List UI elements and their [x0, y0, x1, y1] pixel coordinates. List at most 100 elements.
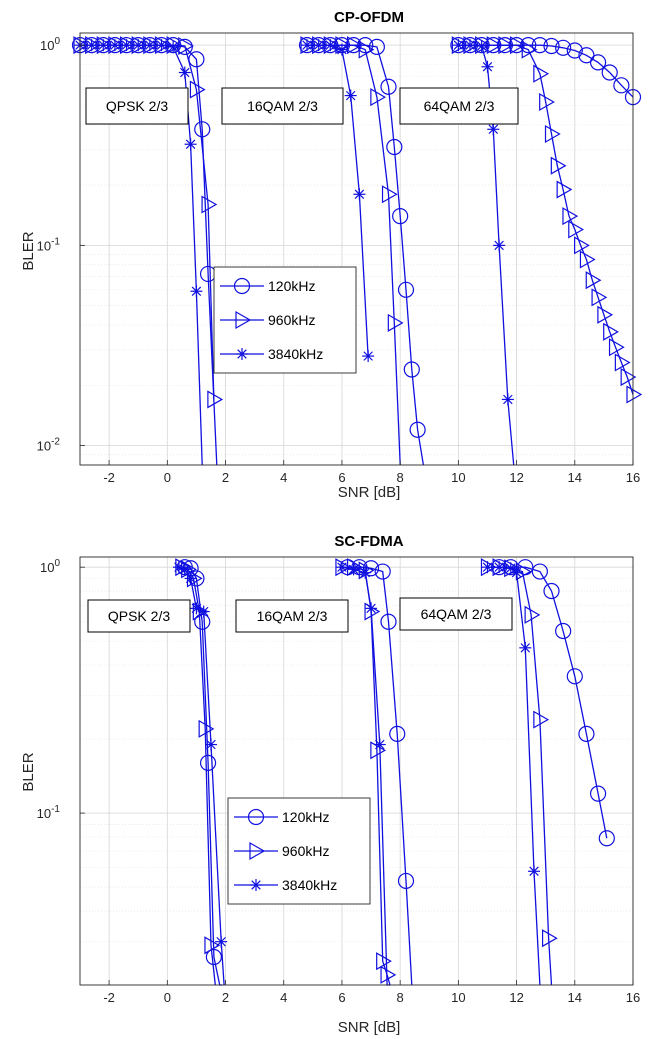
star-stroke — [180, 67, 190, 78]
y-tick-exponent: 0 — [54, 36, 60, 47]
star-stroke — [325, 40, 336, 50]
star-stroke — [482, 62, 493, 72]
star-stroke — [360, 567, 370, 578]
data-point-triangle — [201, 195, 218, 214]
annotation-frame — [221, 87, 344, 125]
star-stroke — [313, 40, 324, 50]
chart-sc-fdma: SC-FDMA BLER SNR [dB] -2 0 2 4 6 8 10 12 14 16 100… — [20, 533, 640, 1036]
x-tick-label: 8 — [397, 990, 404, 1005]
data-point-star — [178, 66, 191, 79]
data-point-star — [167, 40, 180, 53]
y-tick-label: 10-1 — [37, 804, 61, 821]
data-point-circle — [613, 77, 630, 94]
data-point-star — [324, 39, 337, 52]
series-960kHz-triangle — [451, 36, 643, 404]
data-point-star — [301, 39, 314, 52]
data-point-triangle — [380, 965, 397, 984]
annotation-box: 16QAM 2/3 — [235, 599, 349, 633]
data-point-star — [108, 39, 121, 52]
data-point-triangle — [358, 40, 375, 59]
legend: 120kHz 960kHz 3840kHz — [227, 797, 371, 905]
data-point-triangle — [539, 92, 555, 112]
data-point-star — [481, 561, 494, 574]
data-point-star — [184, 572, 197, 585]
plot-frame — [79, 32, 634, 466]
data-point-circle — [531, 563, 548, 580]
y-axis-label: BLER — [20, 231, 37, 270]
data-point-circle — [380, 613, 397, 630]
x-tick-label: 6 — [338, 990, 345, 1005]
legend-marker — [247, 808, 265, 826]
star-stroke — [494, 562, 504, 572]
data-point-triangle — [608, 338, 625, 357]
data-point-triangle — [189, 80, 206, 99]
data-point-circle — [205, 948, 222, 966]
data-point-triangle — [626, 385, 643, 404]
annotation-box: QPSK 2/3 — [87, 599, 191, 633]
legend-entry: 960kHz — [220, 310, 315, 330]
annotation-text: 64QAM 2/3 — [424, 98, 495, 114]
y-tick-label: 100 — [40, 36, 60, 53]
x-tick-label: 2 — [222, 990, 229, 1005]
annotation-text: 16QAM 2/3 — [257, 608, 328, 624]
data-point-circle — [397, 872, 415, 890]
x-tick-label: 14 — [568, 470, 582, 485]
data-point-triangle — [620, 368, 637, 387]
data-point-star — [178, 563, 191, 576]
x-tick-label: 4 — [280, 990, 287, 1005]
data-point-star — [347, 563, 360, 576]
series-group — [71, 36, 643, 466]
data-point-star — [190, 285, 203, 298]
annotation-frame — [85, 87, 189, 125]
star-stroke — [251, 880, 261, 890]
annotation-text: QPSK 2/3 — [108, 608, 170, 624]
annotation-frame — [87, 599, 191, 633]
data-point-triangle — [498, 36, 515, 55]
data-point-circle — [520, 37, 537, 54]
chart-cp-ofdm: CP-OFDM BLER SNR [dB] -2 0 2 4 6 8 10 12 14 16 100… — [20, 9, 643, 501]
data-point-circle — [386, 138, 403, 156]
data-point-triangle — [533, 710, 550, 729]
star-stroke — [180, 564, 190, 575]
data-point-triangle — [346, 36, 363, 55]
series-3840kHz-star — [301, 39, 375, 363]
legend-entry: 3840kHz — [220, 346, 323, 362]
data-point-triangle — [550, 156, 567, 175]
annotation-box: 64QAM 2/3 — [399, 597, 513, 631]
annotation-box: 64QAM 2/3 — [399, 87, 519, 125]
x-tick-label: 4 — [280, 470, 287, 485]
data-point-circle — [389, 725, 406, 742]
data-point-triangle — [574, 236, 590, 255]
x-axis-label: SNR [dB] — [338, 484, 401, 501]
x-tick-label: -2 — [103, 470, 115, 485]
data-point-triangle — [509, 36, 526, 55]
data-point-star — [481, 60, 494, 73]
legend-label: 960kHz — [268, 312, 315, 328]
data-point-circle — [543, 37, 560, 55]
plot-frame — [79, 556, 634, 986]
star-stroke — [482, 562, 493, 572]
y-tick-label: 100 — [40, 558, 60, 575]
star-stroke — [216, 936, 226, 947]
data-point-star — [501, 393, 514, 406]
data-point-triangle — [370, 88, 387, 107]
data-point-triangle — [568, 220, 584, 239]
legend-entry: 960kHz — [234, 841, 329, 861]
data-point-star — [344, 89, 357, 102]
x-tick-label: 10 — [451, 470, 465, 485]
annotation-text: 16QAM 2/3 — [247, 98, 318, 114]
x-tick-label: 0 — [164, 990, 171, 1005]
star-stroke — [302, 40, 312, 50]
data-point-triangle — [562, 207, 579, 226]
data-point-star — [528, 865, 541, 878]
data-point-star — [475, 40, 488, 53]
star-stroke — [191, 603, 202, 614]
data-point-star — [155, 39, 168, 52]
data-point-triangle — [381, 185, 398, 204]
y-tick-label: 10-2 — [37, 437, 61, 454]
data-point-circle — [555, 39, 572, 56]
y-tick-exponent: -1 — [51, 804, 60, 815]
data-point-triangle — [204, 936, 221, 955]
data-point-star — [353, 188, 366, 201]
